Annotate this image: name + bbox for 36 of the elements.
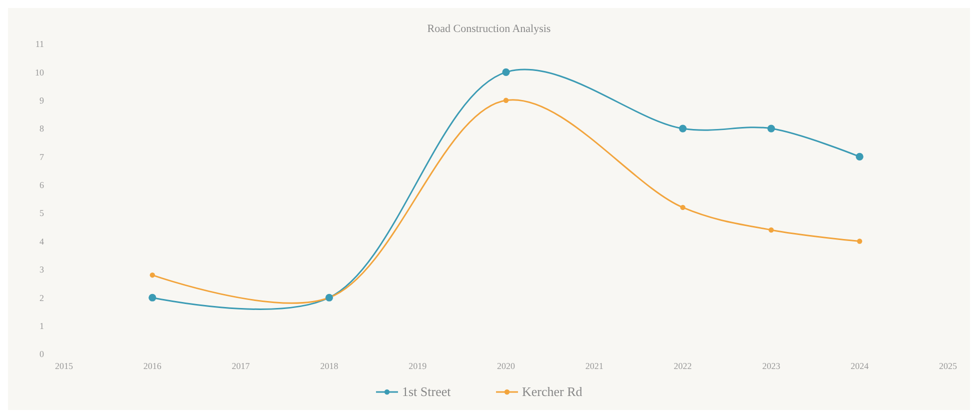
point: [148, 294, 156, 302]
x-tick-label: 2017: [232, 361, 250, 371]
x-tick-label: 2019: [408, 361, 428, 371]
y-tick-label: 3: [40, 264, 44, 275]
point: [680, 204, 686, 210]
x-tick-label: 2018: [320, 361, 339, 371]
y-tick-label: 6: [40, 180, 44, 190]
y-tick-label: 8: [40, 124, 44, 134]
y-tick-label: 5: [40, 208, 44, 218]
legend-label: Kercher Rd: [522, 384, 583, 399]
x-tick-label: 2020: [497, 361, 516, 371]
y-tick-label: 11: [35, 39, 44, 50]
point: [856, 152, 864, 161]
y-tick-label: 9: [40, 96, 44, 106]
x-tick-label: 2023: [762, 361, 781, 371]
x-tick-label: 2021: [585, 361, 604, 371]
point: [768, 227, 774, 233]
y-tick-label: 0: [40, 349, 44, 360]
x-tick-label: 2022: [674, 361, 692, 371]
legend-label: 1st Street: [402, 384, 452, 399]
chart-title: Road Construction Analysis: [427, 23, 551, 35]
point: [857, 238, 862, 244]
y-tick-label: 4: [40, 236, 44, 246]
x-tick-label: 2024: [850, 361, 870, 371]
y-tick-label: 10: [35, 67, 44, 78]
point: [502, 68, 510, 76]
y-tick-label: 1: [40, 320, 44, 331]
y-tick-label: 2: [40, 292, 44, 303]
y-tick-label: 7: [40, 152, 44, 162]
point: [150, 272, 155, 278]
x-tick-label: 2016: [143, 361, 162, 371]
x-tick-label: 2015: [55, 361, 74, 371]
point: [679, 124, 687, 132]
point: [503, 98, 509, 103]
point: [767, 124, 775, 132]
x-tick-label: 2025: [939, 361, 958, 371]
